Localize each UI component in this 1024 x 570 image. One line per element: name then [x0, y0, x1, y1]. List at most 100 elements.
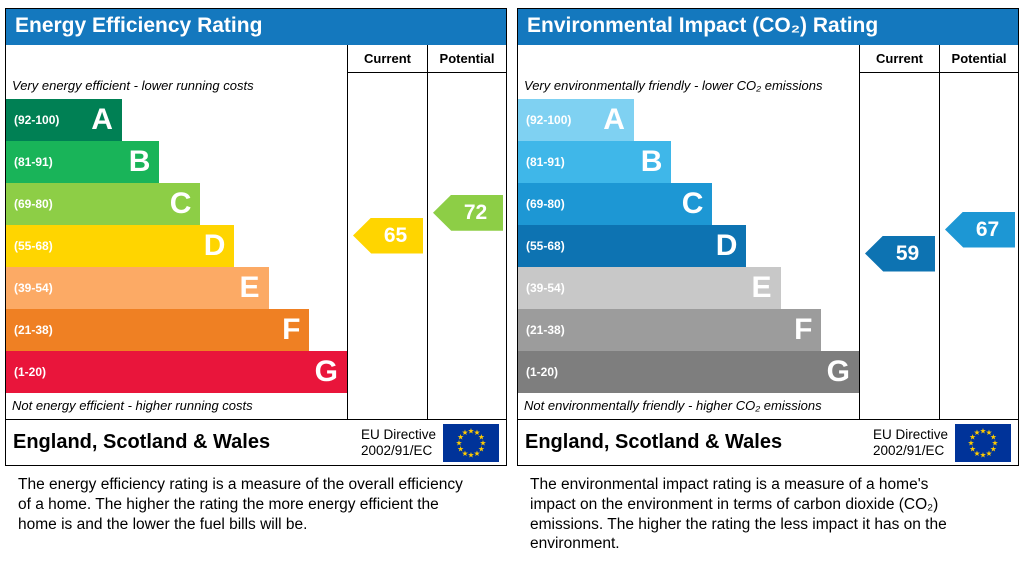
band-bar-f: (21-38) F	[6, 309, 310, 351]
top-note: Very energy efficient - lower running co…	[12, 78, 254, 93]
svg-text:★: ★	[974, 428, 981, 437]
band-letter-label: F	[282, 313, 301, 346]
band-range-label: (55-68)	[14, 239, 53, 253]
band-bar-c: (69-80) C	[6, 183, 201, 225]
svg-text:★: ★	[478, 444, 485, 453]
band-range-label: (92-100)	[526, 113, 572, 127]
band-row-b: (81-91) B	[518, 141, 859, 183]
band-range-label: (81-91)	[14, 155, 53, 169]
bands-area: Very energy efficient - lower running co…	[6, 73, 347, 419]
eu-directive-label: EU Directive 2002/91/EC	[361, 427, 436, 458]
bottom-note: Not environmentally friendly - higher CO…	[524, 398, 822, 413]
band-range-label: (92-100)	[14, 113, 60, 127]
svg-text:★: ★	[992, 438, 999, 447]
footer-region: England, Scotland & Wales	[525, 431, 783, 453]
band-row-c: (69-80) C	[518, 183, 859, 225]
eu-flag-icon: ★ ★★★★★★★★★★★	[955, 423, 1011, 462]
svg-text:★: ★	[990, 432, 997, 441]
band-bar-g: (1-20) G	[6, 351, 347, 393]
band-row-e: (39-54) E	[518, 267, 859, 309]
energy-chart-description: The energy efficiency rating is a measur…	[18, 476, 463, 533]
bands-list: (92-100) A (81-91) B (69-80) C (55-68) D (39-54)…	[6, 99, 347, 393]
current-score-column: 65	[347, 73, 427, 419]
band-row-c: (69-80) C	[6, 183, 347, 225]
corner-cell	[518, 45, 859, 73]
svg-text:★: ★	[986, 449, 993, 458]
band-bar-e: (39-54) E	[518, 267, 781, 309]
current-score-arrow: 59	[865, 235, 935, 272]
svg-text:★: ★	[980, 426, 987, 435]
energy-chart-frame: Energy Efficiency Rating Current Potenti…	[5, 8, 507, 466]
band-range-label: (1-20)	[526, 365, 559, 379]
band-letter-label: E	[751, 271, 772, 304]
band-bar-f: (21-38) F	[518, 309, 822, 351]
band-letter-label: A	[603, 103, 625, 136]
band-range-label: (21-38)	[526, 323, 565, 337]
svg-text:★: ★	[969, 432, 976, 441]
band-bar-b: (81-91) B	[518, 141, 672, 183]
environmental-impact-panel: Environmental Impact (CO₂) Rating Curren…	[517, 8, 1019, 554]
svg-text:★: ★	[462, 449, 469, 458]
bands-list: (92-100) A (81-91) B (69-80) C (55-68) D (39-54)…	[518, 99, 859, 393]
svg-text:★: ★	[974, 449, 981, 458]
potential-score-column: 67	[939, 73, 1018, 419]
svg-text:★: ★	[474, 449, 481, 458]
bottom-note: Not energy efficient - higher running co…	[12, 398, 253, 413]
corner-cell	[6, 45, 347, 73]
band-range-label: (81-91)	[526, 155, 565, 169]
energy-efficiency-panel: Energy Efficiency Rating Current Potenti…	[5, 8, 507, 554]
svg-text:★: ★	[456, 438, 463, 447]
band-row-d: (55-68) D	[6, 225, 347, 267]
band-letter-label: G	[314, 355, 338, 388]
eu-directive-line1: EU Directive	[360, 426, 436, 442]
band-letter-label: C	[681, 187, 704, 220]
svg-text:★: ★	[990, 444, 997, 453]
eu-directive-line2: 2002/91/EC	[872, 442, 945, 458]
svg-text:★: ★	[462, 428, 469, 437]
epc-ratings-page: Energy Efficiency Rating Current Potenti…	[5, 8, 1019, 554]
column-header-potential: Potential	[427, 45, 506, 73]
potential-score-arrow: 72	[433, 194, 503, 231]
band-range-label: (39-54)	[526, 281, 565, 295]
band-range-label: (55-68)	[526, 239, 565, 253]
band-bar-a: (92-100) A	[518, 99, 634, 141]
eu-flag-icon: ★ ★★★★★★★★★★★	[443, 423, 499, 462]
band-row-d: (55-68) D	[518, 225, 859, 267]
band-letter-label: E	[239, 271, 260, 304]
eu-directive-line2: 2002/91/EC	[360, 442, 433, 458]
band-row-f: (21-38) F	[518, 309, 859, 351]
svg-text:★: ★	[986, 428, 993, 437]
energy-chart-title: Energy Efficiency Rating	[6, 9, 506, 45]
band-bar-d: (55-68) D	[518, 225, 747, 267]
column-header-potential: Potential	[939, 45, 1018, 73]
svg-text:★: ★	[478, 432, 485, 441]
chart-footer: England, Scotland & Wales EU Directive 2…	[518, 419, 1018, 465]
band-bar-d: (55-68) D	[6, 225, 235, 267]
band-row-a: (92-100) A	[518, 99, 859, 141]
energy-chart-grid: Current Potential Very energy efficient …	[6, 45, 506, 419]
band-letter-label: B	[640, 145, 663, 178]
band-row-g: (1-20) G	[518, 351, 859, 393]
svg-text:★: ★	[474, 428, 481, 437]
potential-score-column: 72	[427, 73, 506, 419]
bands-area: Very environmentally friendly - lower CO…	[518, 73, 859, 419]
band-bar-e: (39-54) E	[6, 267, 269, 309]
svg-text:★: ★	[457, 432, 464, 441]
top-note: Very environmentally friendly - lower CO…	[524, 78, 823, 93]
eu-directive-label: EU Directive 2002/91/EC	[873, 427, 948, 458]
band-letter-label: D	[203, 229, 226, 262]
band-bar-a: (92-100) A	[6, 99, 122, 141]
band-letter-label: B	[128, 145, 151, 178]
column-header-current: Current	[347, 45, 427, 73]
potential-score-arrow: 67	[945, 211, 1015, 248]
band-row-e: (39-54) E	[6, 267, 347, 309]
environmental-chart-title: Environmental Impact (CO₂) Rating	[518, 9, 1018, 45]
band-range-label: (69-80)	[14, 197, 53, 211]
band-bar-c: (69-80) C	[518, 183, 713, 225]
band-letter-label: C	[169, 187, 192, 220]
band-bar-b: (81-91) B	[6, 141, 160, 183]
band-range-label: (39-54)	[14, 281, 53, 295]
band-range-label: (21-38)	[14, 323, 53, 337]
column-header-current: Current	[859, 45, 939, 73]
chart-footer: England, Scotland & Wales EU Directive 2…	[6, 419, 506, 465]
